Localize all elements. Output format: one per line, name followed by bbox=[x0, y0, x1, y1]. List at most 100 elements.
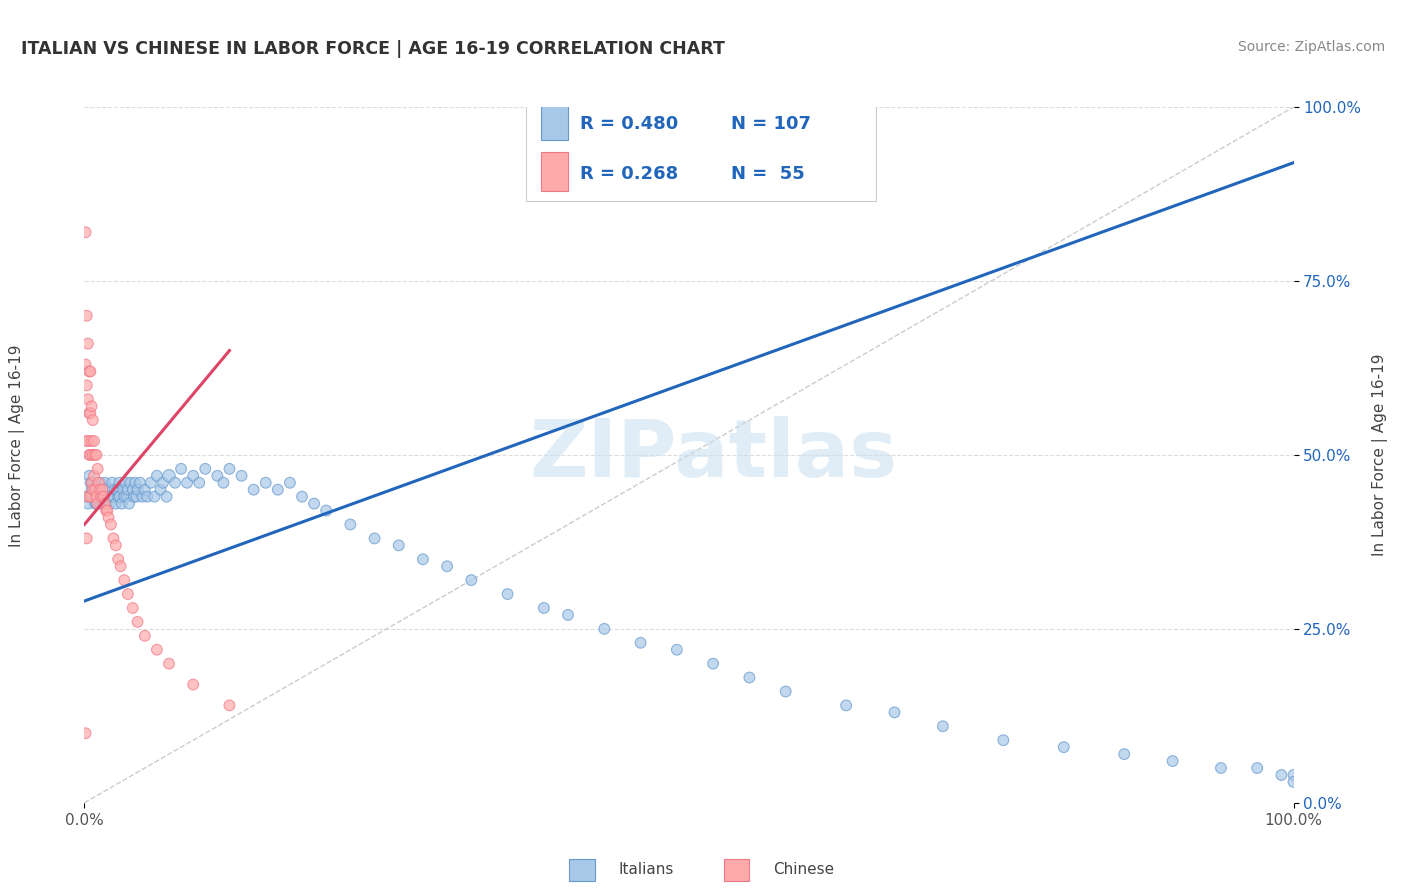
Point bbox=[79, 490, 101, 504]
Point bbox=[315, 503, 337, 517]
Text: R = 0.480: R = 0.480 bbox=[581, 115, 678, 133]
Point bbox=[121, 483, 143, 497]
Point bbox=[101, 475, 124, 490]
Point bbox=[91, 483, 114, 497]
Point bbox=[112, 483, 135, 497]
Point bbox=[94, 503, 117, 517]
Point bbox=[86, 490, 108, 504]
Point bbox=[75, 358, 97, 372]
Point bbox=[75, 726, 97, 740]
Point bbox=[87, 490, 110, 504]
Point bbox=[278, 475, 301, 490]
Point bbox=[146, 468, 169, 483]
Point bbox=[105, 483, 128, 497]
Point bbox=[84, 497, 107, 511]
Point bbox=[117, 587, 139, 601]
Point bbox=[89, 475, 111, 490]
Point bbox=[134, 629, 156, 643]
Point bbox=[110, 559, 132, 574]
Point bbox=[143, 490, 166, 504]
Point bbox=[76, 378, 98, 392]
Point bbox=[1246, 761, 1268, 775]
Point bbox=[90, 490, 112, 504]
Point bbox=[100, 517, 122, 532]
Point bbox=[76, 532, 98, 546]
Text: N =  55: N = 55 bbox=[731, 165, 806, 183]
Point bbox=[97, 510, 120, 524]
Point bbox=[80, 490, 103, 504]
Point bbox=[212, 475, 235, 490]
Point bbox=[84, 448, 107, 462]
Y-axis label: In Labor Force | Age 16-19: In Labor Force | Age 16-19 bbox=[1372, 353, 1388, 557]
Point bbox=[231, 468, 253, 483]
Point bbox=[593, 622, 616, 636]
Point bbox=[117, 483, 139, 497]
Point bbox=[165, 475, 187, 490]
Point bbox=[127, 483, 149, 497]
Point bbox=[460, 573, 482, 587]
Point bbox=[100, 490, 122, 504]
Point bbox=[993, 733, 1015, 747]
Text: ZIPatlas: ZIPatlas bbox=[529, 416, 897, 494]
Point bbox=[218, 698, 240, 713]
Text: Chinese: Chinese bbox=[773, 863, 834, 877]
Point bbox=[80, 399, 103, 413]
Point bbox=[111, 497, 134, 511]
Point bbox=[94, 475, 117, 490]
Point bbox=[835, 698, 858, 713]
Point bbox=[1209, 761, 1232, 775]
Point bbox=[76, 434, 98, 448]
Point bbox=[93, 490, 115, 504]
Point bbox=[79, 406, 101, 420]
Point bbox=[194, 462, 217, 476]
Point bbox=[932, 719, 955, 733]
Point bbox=[83, 490, 105, 504]
Point bbox=[112, 573, 135, 587]
Point bbox=[77, 364, 100, 378]
Point bbox=[738, 671, 761, 685]
Point bbox=[104, 497, 127, 511]
Point bbox=[80, 434, 103, 448]
Point bbox=[75, 225, 97, 239]
Point bbox=[114, 475, 136, 490]
Point bbox=[104, 538, 127, 552]
Point bbox=[104, 483, 127, 497]
Point bbox=[157, 468, 180, 483]
Point bbox=[82, 448, 104, 462]
Point bbox=[86, 448, 108, 462]
Point bbox=[89, 483, 111, 497]
Point bbox=[181, 677, 204, 691]
Point bbox=[665, 642, 688, 657]
Point bbox=[84, 483, 107, 497]
Point bbox=[533, 601, 555, 615]
FancyBboxPatch shape bbox=[526, 103, 876, 201]
Point bbox=[86, 475, 108, 490]
Point bbox=[80, 483, 103, 497]
Point bbox=[103, 490, 125, 504]
Point bbox=[496, 587, 519, 601]
Point bbox=[1053, 740, 1076, 755]
Point bbox=[94, 497, 117, 511]
Point bbox=[218, 462, 240, 476]
Point bbox=[302, 497, 325, 511]
Text: R = 0.268: R = 0.268 bbox=[581, 165, 678, 183]
Point bbox=[86, 497, 108, 511]
Point bbox=[412, 552, 434, 566]
Point bbox=[131, 490, 153, 504]
Point bbox=[93, 490, 115, 504]
Point bbox=[1270, 768, 1292, 782]
Text: N = 107: N = 107 bbox=[731, 115, 811, 133]
Point bbox=[83, 434, 105, 448]
Point bbox=[883, 706, 905, 720]
Point bbox=[96, 503, 118, 517]
Point bbox=[339, 517, 361, 532]
Text: Source: ZipAtlas.com: Source: ZipAtlas.com bbox=[1237, 40, 1385, 54]
Point bbox=[90, 490, 112, 504]
Text: ITALIAN VS CHINESE IN LABOR FORCE | AGE 16-19 CORRELATION CHART: ITALIAN VS CHINESE IN LABOR FORCE | AGE … bbox=[21, 40, 725, 58]
Point bbox=[79, 490, 101, 504]
Point bbox=[77, 497, 100, 511]
FancyBboxPatch shape bbox=[541, 153, 568, 191]
Point bbox=[77, 490, 100, 504]
Point bbox=[181, 468, 204, 483]
Point bbox=[127, 615, 149, 629]
